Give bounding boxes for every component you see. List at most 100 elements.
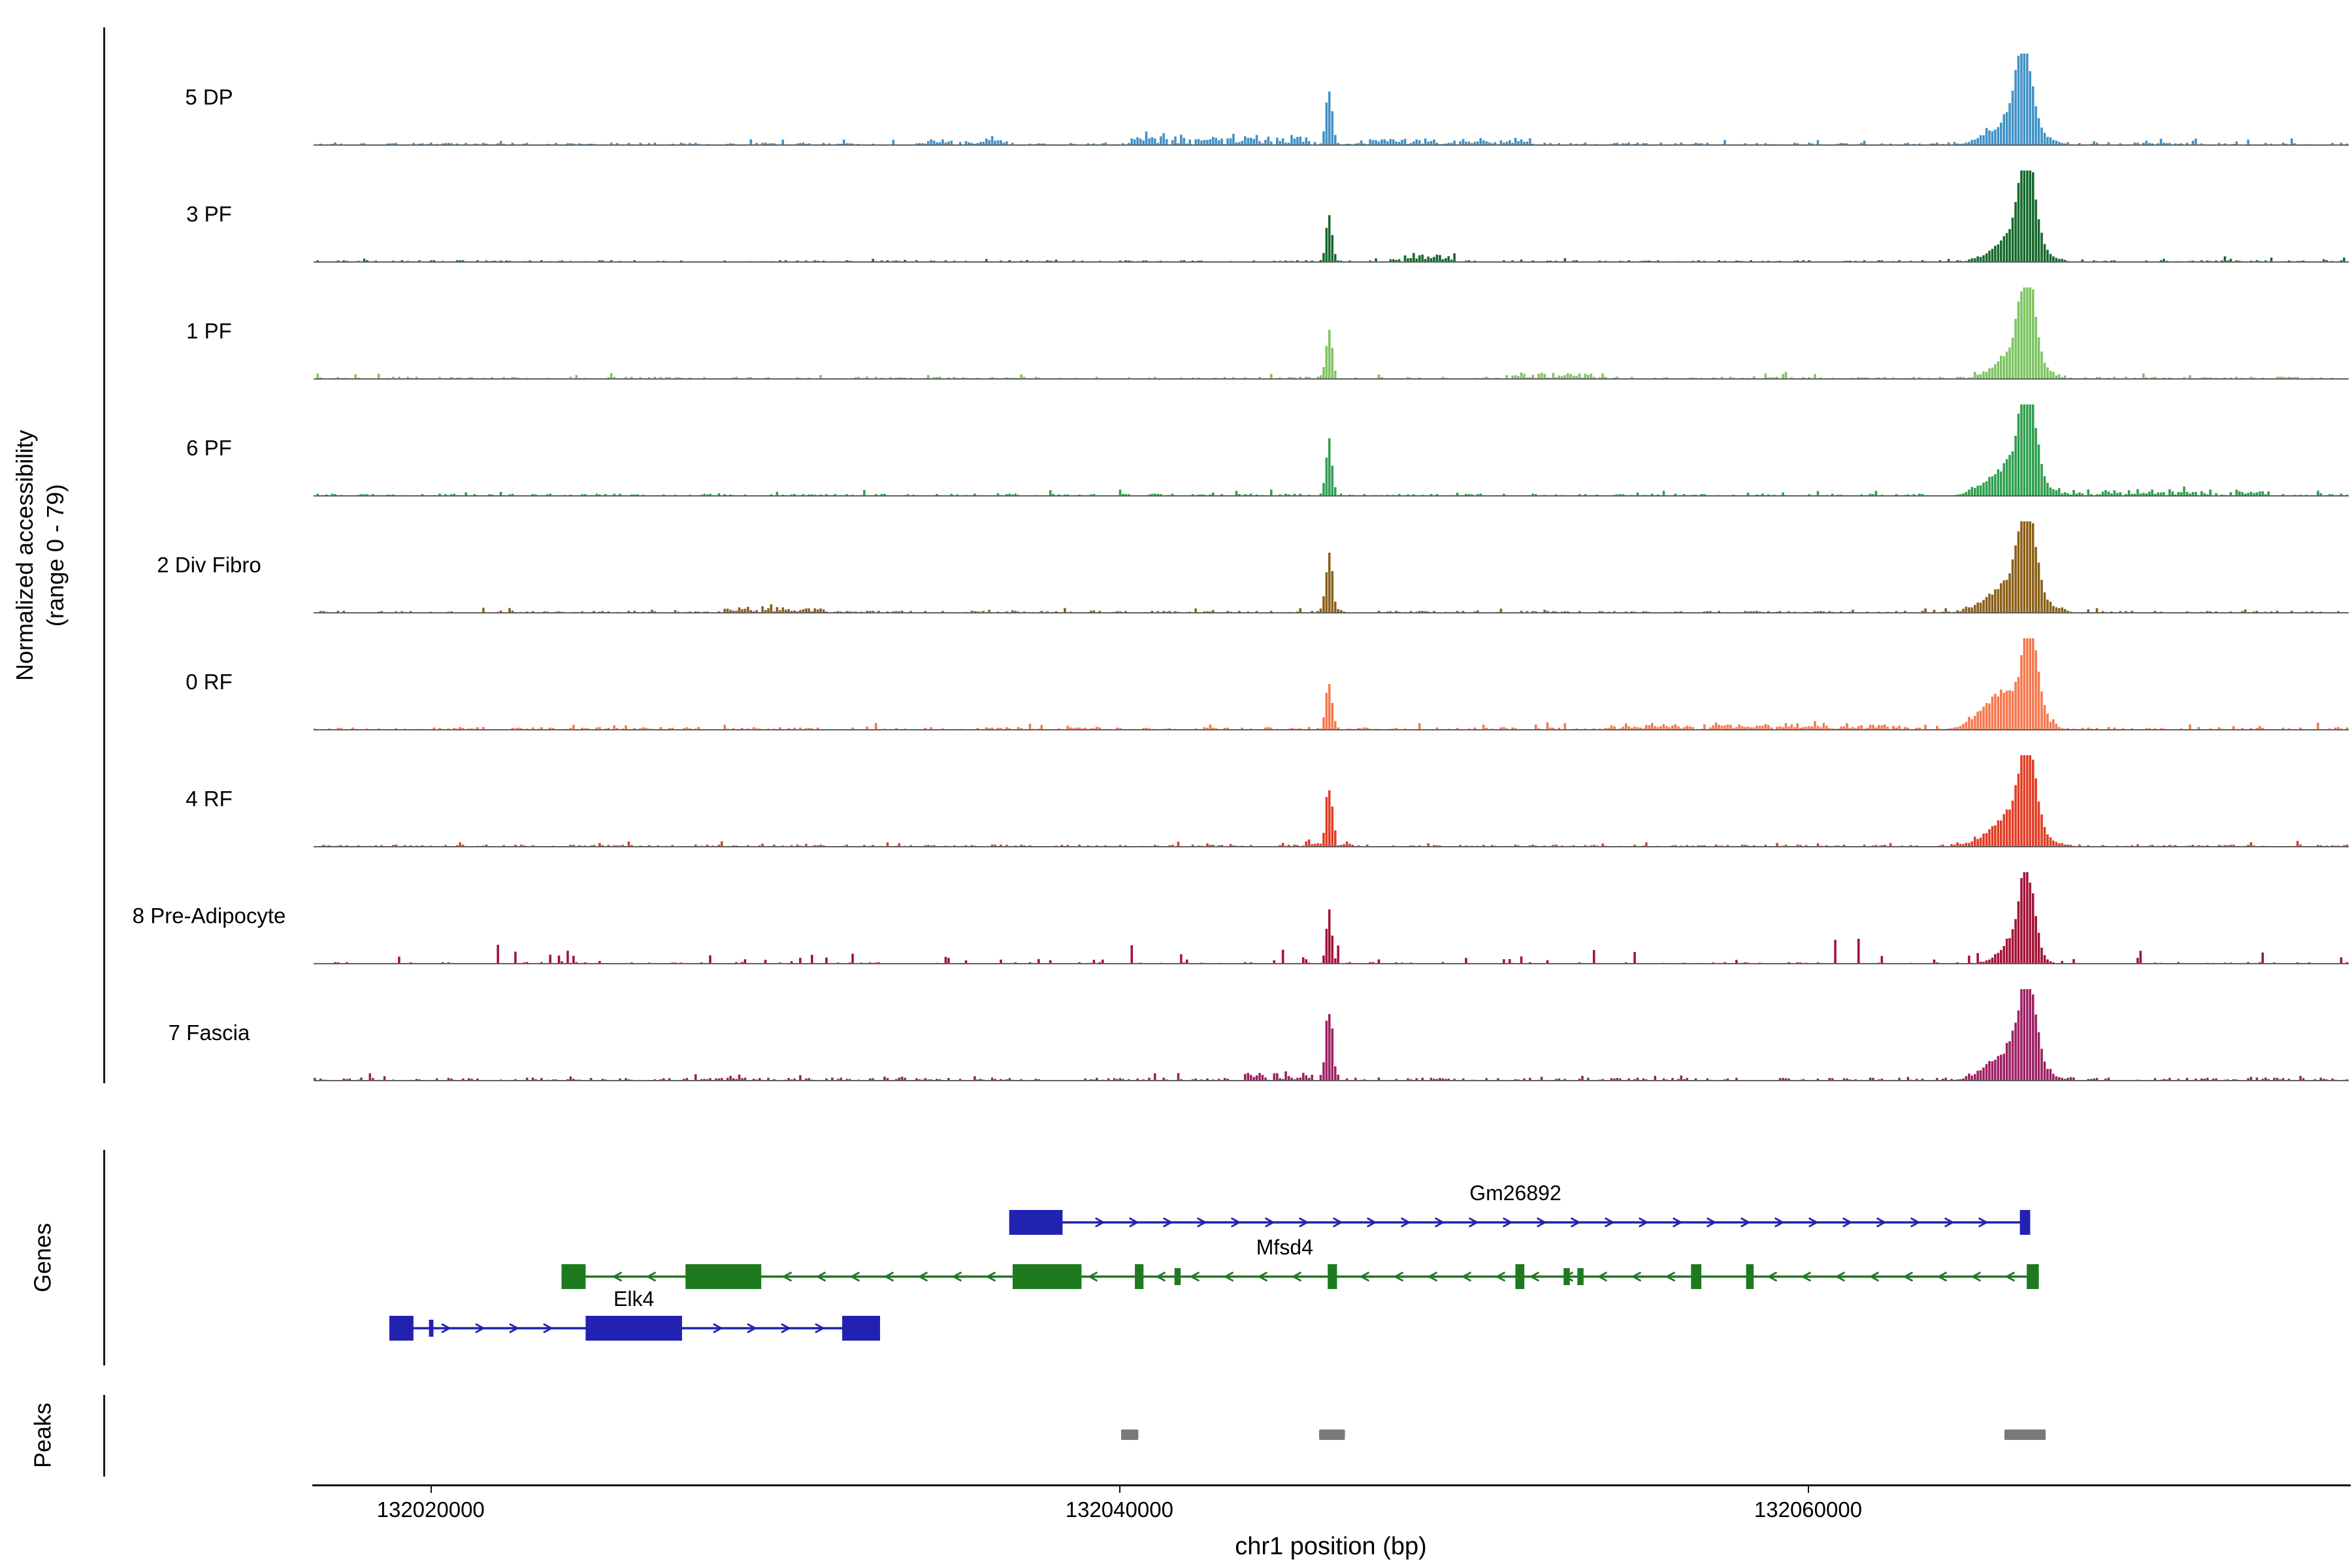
x-tick-label: 132040000 (1065, 1497, 1173, 1522)
strand-arrow-icon (713, 1323, 723, 1333)
track-signal (314, 638, 2349, 730)
track-label: 2 Div Fibro (157, 553, 261, 577)
strand-arrow-icon (1673, 1217, 1683, 1228)
track-baseline (314, 378, 2349, 380)
strand-arrow-icon (1129, 1217, 1139, 1228)
x-axis-line (312, 1484, 2351, 1486)
strand-arrow-icon (1801, 1271, 1812, 1282)
strand-arrow-icon (1944, 1217, 1955, 1228)
track-baseline (314, 1080, 2349, 1081)
gene-name-label: Elk4 (613, 1287, 654, 1311)
x-tick-mark (431, 1486, 433, 1493)
strand-arrow-icon (1529, 1271, 1540, 1282)
exon (1577, 1268, 1584, 1285)
track-row: 1 PF (0, 287, 2352, 404)
gene-name-label: Mfsd4 (1256, 1235, 1313, 1259)
strand-arrow-icon (781, 1323, 791, 1333)
track-baseline (314, 144, 2349, 146)
track-signal (314, 521, 2349, 613)
strand-arrow-icon (1503, 1217, 1513, 1228)
track-label: 0 RF (186, 670, 233, 694)
strand-arrow-icon (1910, 1217, 1921, 1228)
track-signal (314, 989, 2349, 1081)
exon (585, 1316, 682, 1341)
peak-region (2004, 1429, 2046, 1440)
strand-arrow-icon (1197, 1217, 1207, 1228)
track-row: 7 Fascia (0, 989, 2352, 1106)
exon (1009, 1210, 1063, 1235)
strand-arrow-icon (747, 1323, 757, 1333)
track-label: 4 RF (186, 787, 233, 811)
genes-section-label: Genes (29, 1222, 56, 1293)
strand-arrow-icon (543, 1323, 553, 1333)
x-tick-label: 132060000 (1754, 1497, 1863, 1522)
strand-arrow-icon (1665, 1271, 1676, 1282)
strand-arrow-icon (1597, 1271, 1608, 1282)
track-baseline (314, 729, 2349, 730)
strand-arrow-icon (1978, 1217, 1989, 1228)
strand-arrow-icon (1936, 1271, 1948, 1282)
strand-arrow-icon (917, 1271, 928, 1282)
peaks-section-axis-line (103, 1395, 105, 1477)
strand-arrow-icon (441, 1323, 451, 1333)
strand-arrow-icon (1393, 1271, 1404, 1282)
strand-arrow-icon (1265, 1217, 1275, 1228)
strand-arrow-icon (883, 1271, 894, 1282)
exon (429, 1320, 434, 1337)
exon (1174, 1268, 1181, 1285)
strand-arrow-icon (1435, 1217, 1445, 1228)
peaks-section-label: Peaks (29, 1402, 56, 1469)
track-label: 5 DP (185, 85, 233, 109)
strand-arrow-icon (1605, 1217, 1615, 1228)
track-row: 0 RF (0, 638, 2352, 755)
strand-arrow-icon (1495, 1271, 1506, 1282)
strand-arrow-icon (1223, 1271, 1234, 1282)
exon (1328, 1264, 1337, 1289)
strand-arrow-icon (1767, 1271, 1778, 1282)
track-label: 7 Fascia (168, 1021, 250, 1045)
x-tick-mark (1808, 1486, 1810, 1493)
track-label: 3 PF (186, 202, 232, 226)
x-tick-mark (1119, 1486, 1121, 1493)
exon (1746, 1264, 1754, 1289)
track-row: 3 PF (0, 171, 2352, 287)
track-label: 8 Pre-Adipocyte (132, 904, 286, 928)
strand-arrow-icon (1469, 1217, 1479, 1228)
track-baseline (314, 963, 2349, 964)
track-signal (319, 755, 2349, 847)
track-baseline (314, 612, 2349, 613)
track-signal (319, 54, 2349, 145)
strand-arrow-icon (1808, 1217, 1819, 1228)
strand-arrow-icon (645, 1271, 657, 1282)
strand-arrow-icon (1740, 1217, 1751, 1228)
strand-arrow-icon (1367, 1217, 1377, 1228)
peak-region (1319, 1429, 1345, 1440)
exon (1135, 1264, 1144, 1289)
exon (1691, 1264, 1702, 1289)
strand-arrow-icon (1537, 1217, 1547, 1228)
track-row: 5 DP (0, 54, 2352, 171)
exon (685, 1264, 762, 1289)
strand-arrow-icon (815, 1271, 826, 1282)
gene-name-label: Gm26892 (1469, 1181, 1561, 1205)
tracks-section-axis-line (103, 27, 105, 1083)
gene-model-gm26892: Gm26892 (1009, 1181, 2031, 1235)
track-signal (316, 404, 2349, 496)
strand-arrow-icon (1155, 1271, 1166, 1282)
strand-arrow-icon (849, 1271, 860, 1282)
exon (561, 1264, 586, 1289)
strand-arrow-icon (815, 1323, 825, 1333)
x-tick-label: 132020000 (376, 1497, 485, 1522)
exon (1515, 1264, 1525, 1289)
track-baseline (314, 846, 2349, 847)
exon (1563, 1268, 1570, 1285)
strand-arrow-icon (1087, 1271, 1098, 1282)
strand-arrow-icon (1869, 1271, 1880, 1282)
strand-arrow-icon (951, 1271, 962, 1282)
track-signal (334, 872, 2349, 964)
strand-arrow-icon (985, 1271, 996, 1282)
gene-model-mfsd4: Mfsd4 (561, 1235, 2039, 1289)
track-label: 1 PF (186, 319, 232, 343)
strand-arrow-icon (1774, 1217, 1785, 1228)
exon (2027, 1264, 2039, 1289)
